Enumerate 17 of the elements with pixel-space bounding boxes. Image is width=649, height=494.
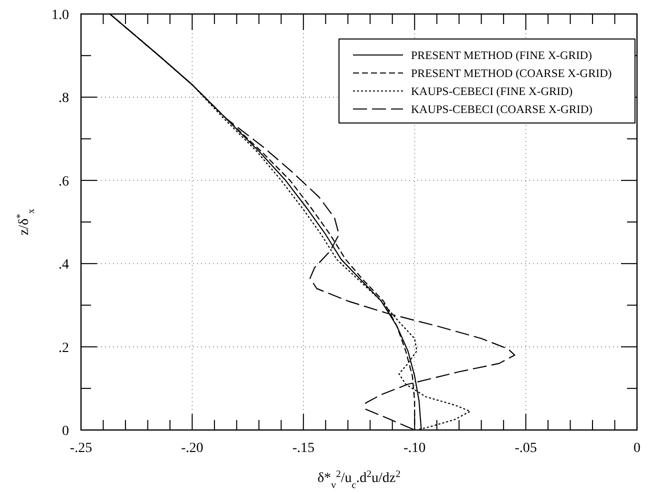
- legend-label: KAUPS-CEBECI (FINE X-GRID): [411, 86, 573, 98]
- y-tick-label: 0: [62, 424, 69, 439]
- legend-label: KAUPS-CEBECI (COARSE X-GRID): [411, 104, 593, 116]
- y-tick-label: .6: [58, 174, 69, 190]
- text: δ*$_{v}$$^{2}$/u$_{c}$.d$^{2}$u/dz$^{2}$: [317, 468, 401, 490]
- y-tick-label: .4: [58, 258, 69, 273]
- legend-label: PRESENT METHOD (COARSE X-GRID): [411, 68, 612, 80]
- x-tick-label: 0: [634, 441, 640, 456]
- x-tick-label: -.15: [292, 441, 314, 456]
- x-tick-label: -.20: [181, 441, 204, 456]
- legend-label: PRESENT METHOD (FINE X-GRID): [411, 50, 592, 62]
- y-tick-label: .2: [58, 340, 69, 356]
- y-tick-label: 1.0: [52, 8, 69, 23]
- x-tick-label: -.05: [514, 441, 537, 456]
- x-tick-label: -.25: [70, 441, 92, 456]
- x-tick-label: -.10: [404, 441, 426, 456]
- y-tick-label: .8: [58, 91, 69, 106]
